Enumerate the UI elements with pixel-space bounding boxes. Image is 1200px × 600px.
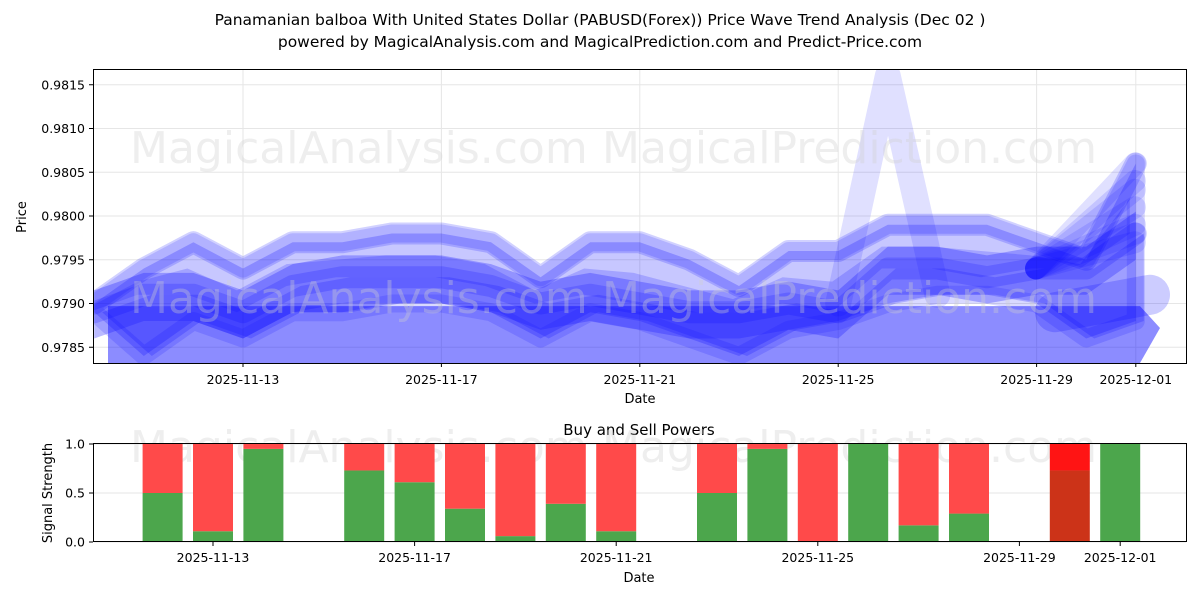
price-x-axis: 2025-11-13 2025-11-17 2025-11-21 2025-11-25… bbox=[207, 363, 1172, 387]
power-bar bbox=[344, 444, 385, 542]
power-x-label: Date bbox=[623, 571, 654, 586]
price-x-label: Date bbox=[624, 392, 655, 407]
price-y-tick: 0.9790 bbox=[41, 296, 85, 311]
price-y-label: Price bbox=[15, 201, 30, 233]
power-bar bbox=[797, 444, 838, 542]
power-bar bbox=[193, 444, 233, 542]
chart-subtitle: powered by MagicalAnalysis.com and Magic… bbox=[277, 33, 923, 51]
watermark-analysis-top: MagicalAnalysis.com bbox=[130, 123, 588, 174]
price-x-tick: 2025-11-13 bbox=[207, 372, 280, 387]
power-bar bbox=[394, 444, 435, 542]
power-bar bbox=[747, 444, 788, 542]
power-x-tick: 2025-11-25 bbox=[781, 550, 854, 565]
power-bar bbox=[596, 444, 637, 542]
power-bar bbox=[545, 444, 586, 542]
power-bar bbox=[697, 444, 737, 542]
power-bar bbox=[1100, 444, 1141, 542]
price-y-tick: 0.9800 bbox=[41, 209, 85, 224]
price-y-tick: 0.9810 bbox=[41, 121, 85, 136]
watermark-prediction-mid: MagicalPrediction.com bbox=[602, 273, 1097, 324]
power-title: Buy and Sell Powers bbox=[563, 421, 715, 439]
price-x-tick: 2025-11-29 bbox=[1000, 372, 1073, 387]
power-x-axis: 2025-11-13 2025-11-17 2025-11-21 2025-11-25… bbox=[177, 542, 1157, 565]
price-x-tick: 2025-11-21 bbox=[603, 372, 676, 387]
power-y-axis: 0.0 0.5 1.0 bbox=[65, 437, 93, 550]
watermark-analysis-mid: MagicalAnalysis.com bbox=[130, 273, 588, 324]
price-y-tick: 0.9785 bbox=[41, 340, 85, 355]
power-x-tick: 2025-11-29 bbox=[983, 550, 1056, 565]
price-x-tick: 2025-11-25 bbox=[802, 372, 875, 387]
power-y-tick: 1.0 bbox=[65, 437, 85, 452]
power-y-label: Signal Strength bbox=[41, 443, 56, 543]
power-bar bbox=[142, 444, 183, 542]
power-x-tick: 2025-11-21 bbox=[580, 550, 653, 565]
power-x-tick: 2025-11-17 bbox=[378, 550, 451, 565]
power-bars bbox=[142, 444, 1141, 542]
power-bar bbox=[243, 444, 284, 542]
power-x-tick: 2025-12-01 bbox=[1084, 550, 1157, 565]
price-y-tick: 0.9805 bbox=[41, 165, 85, 180]
price-y-axis: 0.9785 0.9790 0.9795 0.9800 0.9805 0.9810 0.98… bbox=[41, 77, 93, 355]
chart-title: Panamanian balboa With United States Dol… bbox=[214, 11, 986, 29]
price-x-tick: 2025-11-17 bbox=[405, 372, 478, 387]
power-y-tick: 0.5 bbox=[65, 486, 85, 501]
watermark-prediction-top: MagicalPrediction.com bbox=[602, 123, 1097, 174]
power-y-tick: 0.0 bbox=[65, 535, 85, 550]
price-grid bbox=[94, 70, 1186, 363]
price-y-tick: 0.9815 bbox=[41, 77, 85, 92]
power-bar bbox=[949, 444, 989, 542]
price-y-tick: 0.9795 bbox=[41, 252, 85, 267]
price-x-tick: 2025-12-01 bbox=[1099, 372, 1172, 387]
power-bar bbox=[495, 444, 536, 542]
power-bar bbox=[1049, 444, 1090, 542]
price-waves bbox=[94, 70, 1170, 363]
power-bar bbox=[898, 444, 939, 542]
power-bar bbox=[848, 444, 889, 542]
power-bar bbox=[445, 444, 485, 542]
power-axes-frame bbox=[93, 443, 1187, 542]
power-x-tick: 2025-11-13 bbox=[177, 550, 250, 565]
